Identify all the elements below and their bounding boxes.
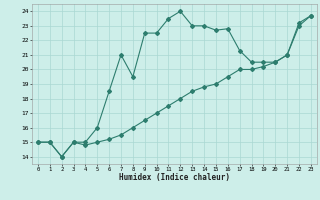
X-axis label: Humidex (Indice chaleur): Humidex (Indice chaleur) <box>119 173 230 182</box>
